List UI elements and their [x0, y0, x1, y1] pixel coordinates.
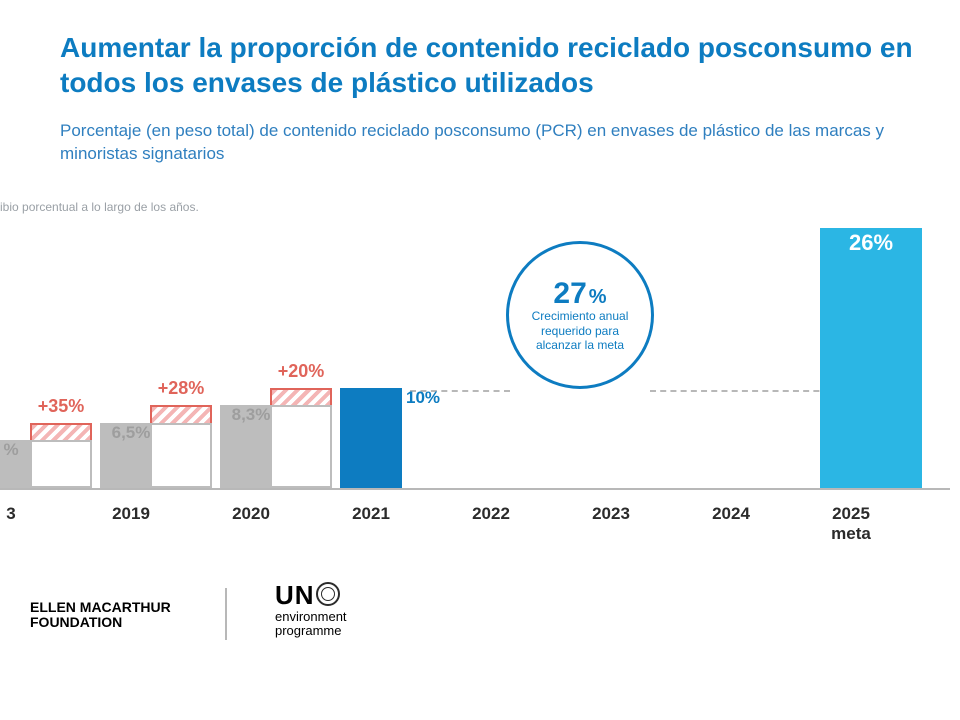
- unep-un: UN: [275, 580, 315, 611]
- emf-line1: ELLEN MACARTHUR: [30, 599, 171, 615]
- circle-value: 27%: [553, 277, 606, 311]
- circle-caption: Crecimiento anual requerido para alcanza…: [509, 309, 651, 352]
- globe-icon: [316, 582, 340, 606]
- unep-line1: environment: [275, 609, 347, 624]
- bar-target: [820, 228, 922, 488]
- logo-separator: [225, 588, 227, 640]
- logos-row: ELLEN MACARTHUR FOUNDATION UN environmen…: [0, 560, 960, 680]
- subtitle: Porcentaje (en peso total) de contenido …: [60, 120, 900, 166]
- emf-line2: FOUNDATION: [30, 614, 122, 630]
- bar-growth-hatch: [150, 405, 212, 423]
- growth-label: +28%: [140, 378, 222, 399]
- x-axis: [0, 488, 950, 490]
- unep-line2: programme: [275, 623, 341, 638]
- year-label: 3: [0, 504, 66, 524]
- footnote: ibio porcentual a lo largo de los años.: [0, 200, 199, 214]
- year-label: 2025 meta: [796, 504, 906, 544]
- bar: [340, 388, 402, 488]
- year-label: 2020: [196, 504, 306, 524]
- bar-prev-outline: [270, 405, 332, 488]
- growth-label: +20%: [260, 361, 342, 382]
- year-label: 2023: [556, 504, 666, 524]
- year-label: 2022: [436, 504, 546, 524]
- bar-prev-outline: [150, 423, 212, 488]
- infographic: { "colors": { "title": "#0d7cc1", "subti…: [0, 0, 960, 720]
- year-label: 2024: [676, 504, 786, 524]
- emf-text: ELLEN MACARTHUR FOUNDATION: [30, 600, 171, 629]
- bar-chart: 3%2019+35%6,5%2020+28%8,3%2021+20%10%202…: [0, 220, 960, 530]
- unep-text: environment programme: [275, 610, 347, 639]
- main-title: Aumentar la proporción de contenido reci…: [60, 30, 920, 100]
- bar-growth-hatch: [30, 423, 92, 440]
- growth-label: +35%: [20, 396, 102, 417]
- year-label: 2021: [316, 504, 426, 524]
- bar-value-label: 26%: [820, 230, 922, 256]
- year-label: 2019: [76, 504, 186, 524]
- bar-value-label: 10%: [406, 388, 466, 408]
- bar-growth-hatch: [270, 388, 332, 405]
- required-growth-circle: 27%Crecimiento anual requerido para alca…: [506, 241, 654, 389]
- bar-prev-outline: [30, 440, 92, 488]
